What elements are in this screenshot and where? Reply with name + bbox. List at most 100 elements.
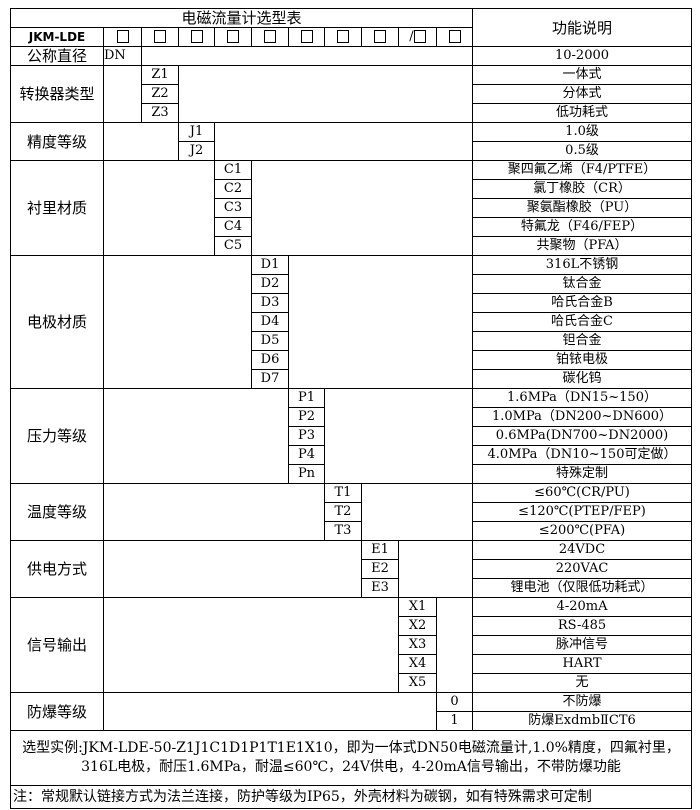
table-row: 电极材质 D1 316L不锈钢 — [10, 255, 693, 389]
option-description: 1.0MPa（DN200~DN600） — [472, 407, 693, 427]
option-code: C5 — [214, 236, 252, 256]
category-name: 供电方式 — [10, 540, 104, 598]
option-code: Z2 — [141, 84, 179, 104]
option-code: D2 — [251, 274, 289, 294]
option-code: P4 — [288, 445, 325, 465]
option-code: 1 — [435, 711, 474, 731]
code-slot-4 — [214, 27, 252, 47]
table-row: X2 RS-485 — [11, 616, 693, 636]
option-code: E3 — [361, 578, 399, 598]
option-code: X3 — [398, 635, 437, 655]
option-description: 共聚物（PFA） — [472, 236, 693, 256]
option-description: 1.6MPa（DN15~150） — [472, 388, 693, 408]
blank-cell — [287, 255, 474, 389]
option-code: C4 — [214, 217, 252, 237]
blank-cell — [103, 483, 325, 541]
code-slot-3 — [178, 27, 215, 47]
option-description: HART — [472, 654, 693, 674]
code-slot-10 — [435, 27, 474, 47]
blank-cell — [323, 388, 474, 484]
code-slot-9: / — [398, 27, 437, 47]
option-code: 0 — [435, 692, 474, 712]
model-code: JKM-LDE — [10, 27, 104, 47]
table-row: 防爆等级 0 不防爆 — [10, 692, 693, 731]
option-code: E2 — [361, 559, 399, 579]
table-row: X3 脉冲信号 — [11, 635, 693, 655]
box-placeholder — [190, 30, 203, 43]
option-description: 特氟龙（F46/FEP） — [472, 217, 693, 237]
blank-cell — [103, 692, 437, 731]
category-name: 压力等级 — [10, 388, 104, 484]
code-slot-5 — [251, 27, 289, 47]
option-description: 24VDC — [472, 540, 693, 560]
table-row: 精度等级 J1 1.0级 — [10, 122, 693, 161]
option-code: DN — [103, 46, 142, 66]
code-slot-8 — [361, 27, 399, 47]
table-row: 衬里材质 C1 聚四氟乙烯（F4/PTFE） — [10, 160, 693, 256]
option-code: J1 — [178, 122, 215, 142]
option-description: 0.6MPa(DN700~DN2000) — [472, 426, 693, 446]
blank-cell — [103, 388, 289, 484]
code-slot-2 — [141, 27, 179, 47]
option-code: X5 — [398, 673, 437, 693]
option-code: C3 — [214, 198, 252, 218]
option-code: D1 — [251, 255, 289, 275]
table-row: C3 聚氨酯橡胶（PU） — [11, 198, 693, 218]
option-code: Pn — [288, 464, 325, 484]
table-row: D3 哈氏合金B — [11, 293, 693, 313]
option-code: J2 — [178, 141, 215, 161]
option-code: C2 — [214, 179, 252, 199]
table-row: Pn 特殊定制 — [11, 464, 693, 484]
blank-cell — [103, 160, 215, 256]
option-description: 防爆ExdmbⅡCT6 — [472, 711, 693, 731]
table-row: 公称直径 DN 10-2000 — [10, 46, 693, 66]
table-row: D4 哈氏合金C — [11, 312, 693, 332]
option-code: D5 — [251, 331, 289, 351]
option-description: 4-20mA — [472, 597, 693, 617]
blank-cell — [360, 483, 474, 541]
option-code: D4 — [251, 312, 289, 332]
option-description: 聚氨酯橡胶（PU） — [472, 198, 693, 218]
table-row: 转换器类型 Z1 一体式 — [10, 65, 693, 123]
table-title: 电磁流量计选型表 — [9, 8, 474, 28]
option-code: D7 — [251, 369, 289, 389]
box-placeholder — [413, 30, 426, 43]
box-placeholder — [337, 30, 349, 43]
table-row: 温度等级 T1 ≤60℃(CR/PU) — [10, 483, 693, 541]
option-code: T1 — [324, 483, 362, 503]
selection-table: 电磁流量计选型表 功能说明 JKM-LDE / 公称直径 DN 10-2000 转换器… — [9, 8, 693, 809]
blank-cell — [103, 540, 362, 598]
option-code: T2 — [324, 502, 362, 522]
option-description: 聚四氟乙烯（F4/PTFE） — [472, 160, 693, 180]
table-row: X5 无 — [11, 673, 693, 693]
code-slot-7 — [324, 27, 362, 47]
option-code: Z3 — [141, 103, 179, 123]
box-placeholder — [227, 30, 239, 43]
selection-example: 选型实例:JKM-LDE-50-Z1J1C1D1P1T1E1X10，即为一体式D… — [9, 730, 693, 786]
option-description: 哈氏合金B — [472, 293, 693, 313]
option-description: ≤120℃(PTEP/FEP) — [472, 502, 693, 522]
option-description: 锂电池（仅限低功耗式） — [472, 578, 693, 598]
option-description: 不防爆 — [472, 692, 693, 712]
table-row: T3 ≤200℃(PFA) — [11, 521, 693, 541]
code-slot-1 — [103, 27, 142, 47]
option-code: P3 — [288, 426, 325, 446]
blank-cell — [103, 597, 399, 693]
category-name: 公称直径 — [10, 46, 104, 66]
option-description: 铂铱电极 — [472, 350, 693, 370]
option-description: RS-485 — [472, 616, 693, 636]
option-description: 316L不锈钢 — [472, 255, 693, 275]
category-name: 温度等级 — [10, 483, 104, 541]
option-code: E1 — [361, 540, 399, 560]
box-placeholder — [116, 30, 129, 43]
blank-cell — [177, 65, 474, 123]
code-slot-6 — [288, 27, 325, 47]
option-description: 1.0级 — [472, 122, 693, 142]
box-placeholder — [374, 30, 386, 43]
table-row: E2 220VAC — [11, 559, 693, 579]
option-description: 0.5级 — [472, 141, 693, 161]
category-name: 电极材质 — [10, 255, 104, 389]
option-code: D6 — [251, 350, 289, 370]
table-row: X4 HART — [11, 654, 693, 674]
option-description: 钽合金 — [472, 331, 693, 351]
